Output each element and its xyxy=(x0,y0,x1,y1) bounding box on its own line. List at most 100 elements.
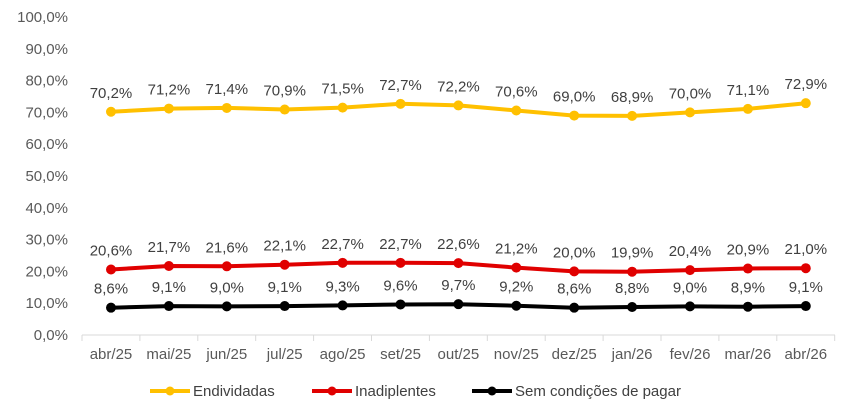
data-label: 20,9% xyxy=(727,242,770,259)
x-tick-label: abr/25 xyxy=(90,346,133,363)
data-point xyxy=(163,301,174,312)
legend-label: Inadiplentes xyxy=(355,383,436,400)
data-point xyxy=(395,299,406,310)
data-label: 72,9% xyxy=(785,76,828,93)
data-point xyxy=(742,301,753,312)
data-point xyxy=(395,98,406,109)
legend-label: Sem condições de pagar xyxy=(515,383,681,400)
data-label: 72,2% xyxy=(437,78,480,95)
data-point xyxy=(569,266,580,277)
data-point xyxy=(627,110,638,121)
data-label: 22,6% xyxy=(437,236,480,253)
data-point xyxy=(685,301,695,312)
data-point xyxy=(106,302,116,313)
y-tick-label: 50,0% xyxy=(25,168,68,185)
y-tick-label: 30,0% xyxy=(25,232,68,249)
x-tick-label: fev/26 xyxy=(670,346,711,363)
data-point xyxy=(279,104,290,115)
data-label: 22,7% xyxy=(321,236,364,253)
legend-marker xyxy=(327,386,337,396)
data-point xyxy=(163,260,174,271)
data-label: 71,4% xyxy=(206,81,249,98)
series-0: 70,2% 71,2% 71,4% 70,9% 71,5% 72,7% 72,2% 70,6%… xyxy=(90,76,828,121)
data-label: 8,6% xyxy=(557,281,591,298)
x-tick-label: out/25 xyxy=(438,346,480,363)
data-label: 9,6% xyxy=(383,277,417,294)
data-label: 22,7% xyxy=(379,236,422,253)
data-point xyxy=(511,262,522,273)
data-point xyxy=(453,258,464,269)
legend-item: Endividadas xyxy=(150,383,275,400)
data-label: 8,6% xyxy=(94,281,128,298)
x-tick-label: set/25 xyxy=(380,346,421,363)
data-label: 9,1% xyxy=(268,279,302,296)
data-label: 21,0% xyxy=(785,241,828,258)
data-label: 9,1% xyxy=(789,279,823,296)
data-point xyxy=(395,257,406,268)
data-point xyxy=(163,103,174,114)
y-tick-label: 0,0% xyxy=(34,327,68,344)
legend-item: Sem condições de pagar xyxy=(472,383,681,400)
x-tick-label: nov/25 xyxy=(494,346,539,363)
y-tick-label: 40,0% xyxy=(25,200,68,217)
data-point xyxy=(453,100,464,111)
y-axis: 0,0% 10,0% 20,0% 30,0% 40,0% 50,0% 60,0% 70,0% 8… xyxy=(17,9,68,344)
series-2: 8,6% 9,1% 9,0% 9,1% 9,3% 9,6% 9,7% 9,2% 8,6% 8,8%… xyxy=(94,277,823,313)
data-point xyxy=(742,103,753,114)
data-label: 71,1% xyxy=(727,82,770,99)
data-label: 70,6% xyxy=(495,83,538,100)
x-tick-label: dez/25 xyxy=(552,346,597,363)
data-point xyxy=(800,263,811,274)
data-label: 70,0% xyxy=(669,85,712,102)
data-label: 8,9% xyxy=(731,280,765,297)
legend-marker xyxy=(487,386,497,396)
data-point xyxy=(221,301,232,312)
y-tick-label: 10,0% xyxy=(25,295,68,312)
data-point xyxy=(685,265,695,276)
data-point xyxy=(279,259,290,270)
data-label: 9,3% xyxy=(325,278,359,295)
data-point xyxy=(106,106,116,117)
data-point xyxy=(627,302,638,313)
x-tick-label: ago/25 xyxy=(320,346,366,363)
x-tick-label: abr/26 xyxy=(785,346,828,363)
y-tick-label: 90,0% xyxy=(25,41,68,58)
data-point xyxy=(742,263,753,274)
y-tick-label: 60,0% xyxy=(25,136,68,153)
data-point xyxy=(800,98,811,109)
y-tick-label: 100,0% xyxy=(17,9,68,26)
legend: Endividadas Inadiplentes Sem condições de … xyxy=(150,383,681,400)
data-point xyxy=(800,301,811,312)
data-label: 71,2% xyxy=(148,82,191,99)
x-tick-label: mar/26 xyxy=(725,346,772,363)
data-point xyxy=(511,300,522,311)
series-1: 20,6% 21,7% 21,6% 22,1% 22,7% 22,7% 22,6% 21,2%… xyxy=(90,236,828,277)
data-point xyxy=(453,299,464,310)
data-label: 8,8% xyxy=(615,280,649,297)
data-label: 9,0% xyxy=(673,279,707,296)
data-label: 9,0% xyxy=(210,279,244,296)
data-point xyxy=(337,257,348,268)
x-tick-label: mai/25 xyxy=(146,346,191,363)
x-tick-label: jul/25 xyxy=(266,346,303,363)
x-axis: abr/25 mai/25 jun/25 jul/25 ago/25 set/25 out/… xyxy=(81,334,836,363)
x-tick-label: jan/26 xyxy=(611,346,653,363)
legend-label: Endividadas xyxy=(193,383,275,400)
legend-item: Inadiplentes xyxy=(312,383,436,400)
data-label: 9,1% xyxy=(152,279,186,296)
data-label: 9,7% xyxy=(441,277,475,294)
data-point xyxy=(221,102,232,113)
y-tick-label: 80,0% xyxy=(25,73,68,90)
data-label: 20,6% xyxy=(90,242,133,259)
data-point xyxy=(279,301,290,312)
data-point xyxy=(337,102,348,113)
data-point xyxy=(569,302,580,313)
data-label: 70,2% xyxy=(90,85,133,102)
data-label: 21,6% xyxy=(206,239,249,256)
data-point xyxy=(627,266,638,277)
data-label: 9,2% xyxy=(499,279,533,296)
data-label: 72,7% xyxy=(379,77,422,94)
data-label: 20,0% xyxy=(553,244,596,261)
data-label: 71,5% xyxy=(321,81,364,98)
